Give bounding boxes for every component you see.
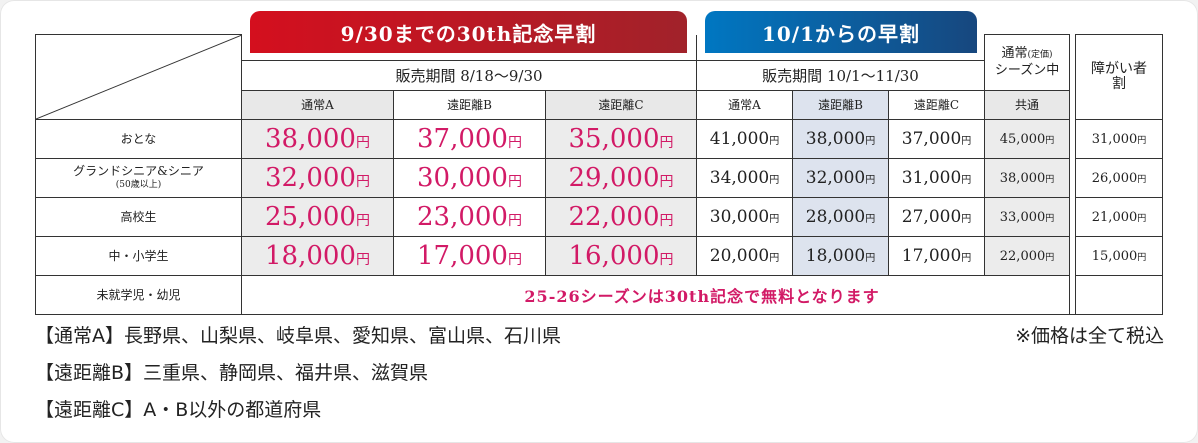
early-col-c: 遠距離C [544,89,698,121]
price-cell: 38,000円 [792,119,890,159]
price-cell: 32,000円 [792,158,890,198]
price-cell: 28,000円 [792,197,890,237]
price-cell: 26,000円 [1075,158,1164,198]
tax-note: ※価格は全て税込 [1015,325,1164,347]
normal-common-header: 共通 [984,89,1071,121]
table-row: 高校生 25,000円 23,000円 22,000円 30,000円 28,0… [35,197,1164,237]
price-cell: 25,000円 [241,197,394,237]
note-line: 【遠距離C】A・B以外の都道府県 [35,399,322,421]
price-cell: 38,000円 [241,119,394,159]
table-row: 中・小学生 18,000円 17,000円 16,000円 20,000円 18… [35,236,1164,276]
early-col-a: 通常A [241,89,394,121]
early-col-b: 遠距離B [393,89,546,121]
price-cell: 45,000円 [984,119,1071,159]
price-table: 通常(定価) シーズン中 障がい者割 販売期間 8/18〜9/30 販売期間 1… [35,34,1164,315]
price-cell: 22,000円 [544,197,698,237]
price-cell: 37,000円 [393,119,546,159]
row-label: 中・小学生 [35,236,242,276]
price-cell: 30,000円 [696,197,794,237]
price-cell: 21,000円 [1075,197,1164,237]
header-corner [35,34,242,120]
price-cell: 27,000円 [888,197,986,237]
normal-price-header: 通常(定価) シーズン中 [984,34,1071,91]
early-sales-period: 販売期間 8/18〜9/30 [240,60,698,91]
price-cell: 15,000円 [1075,236,1164,276]
table-row: グランドシニア&シニア (50歳以上) 32,000円 30,000円 29,00… [35,158,1164,198]
note-line: 【通常A】長野県、山梨県、岐阜県、愛知県、富山県、石川県 [35,325,561,347]
late-sales-period: 販売期間 10/1〜11/30 [696,60,986,91]
price-cell: 35,000円 [544,119,698,159]
price-cell: 41,000円 [696,119,794,159]
price-cell: 18,000円 [792,236,890,276]
row-label: おとな [35,119,242,159]
row-label: 未就学児・幼児 [35,275,242,315]
region-notes: 【通常A】長野県、山梨県、岐阜県、愛知県、富山県、石川県 【遠距離B】三重県、静… [35,318,561,429]
table-row: 未就学児・幼児 25-26シーズンは30th記念で無料となります [35,275,1164,315]
row-label: グランドシニア&シニア (50歳以上) [35,158,242,198]
price-cell: 32,000円 [241,158,394,198]
price-cell: 33,000円 [984,197,1071,237]
price-cell: 31,000円 [888,158,986,198]
price-cell: 20,000円 [696,236,794,276]
price-cell: 29,000円 [544,158,698,198]
price-cell: 34,000円 [696,158,794,198]
price-cell: 30,000円 [393,158,546,198]
price-cell: 16,000円 [544,236,698,276]
row-label: 高校生 [35,197,242,237]
price-cell: 17,000円 [393,236,546,276]
price-cell: 23,000円 [393,197,546,237]
disabled-discount-header: 障がい者割 [1075,34,1164,120]
late-col-c: 遠距離C [888,89,986,121]
price-cell: 22,000円 [984,236,1071,276]
price-cell: 37,000円 [888,119,986,159]
price-cell: 17,000円 [888,236,986,276]
diagonal-line [36,35,242,119]
late-col-b: 遠距離B [792,89,890,121]
late-col-a: 通常A [696,89,794,121]
note-line: 【遠距離B】三重県、静岡県、福井県、滋賀県 [35,362,429,384]
table-row: おとな 38,000円 37,000円 35,000円 41,000円 38,0… [35,119,1164,159]
price-cell: 31,000円 [1075,119,1164,159]
price-cell: 18,000円 [241,236,394,276]
free-admission-message: 25-26シーズンは30th記念で無料となります [240,275,1164,315]
price-cell: 38,000円 [984,158,1071,198]
